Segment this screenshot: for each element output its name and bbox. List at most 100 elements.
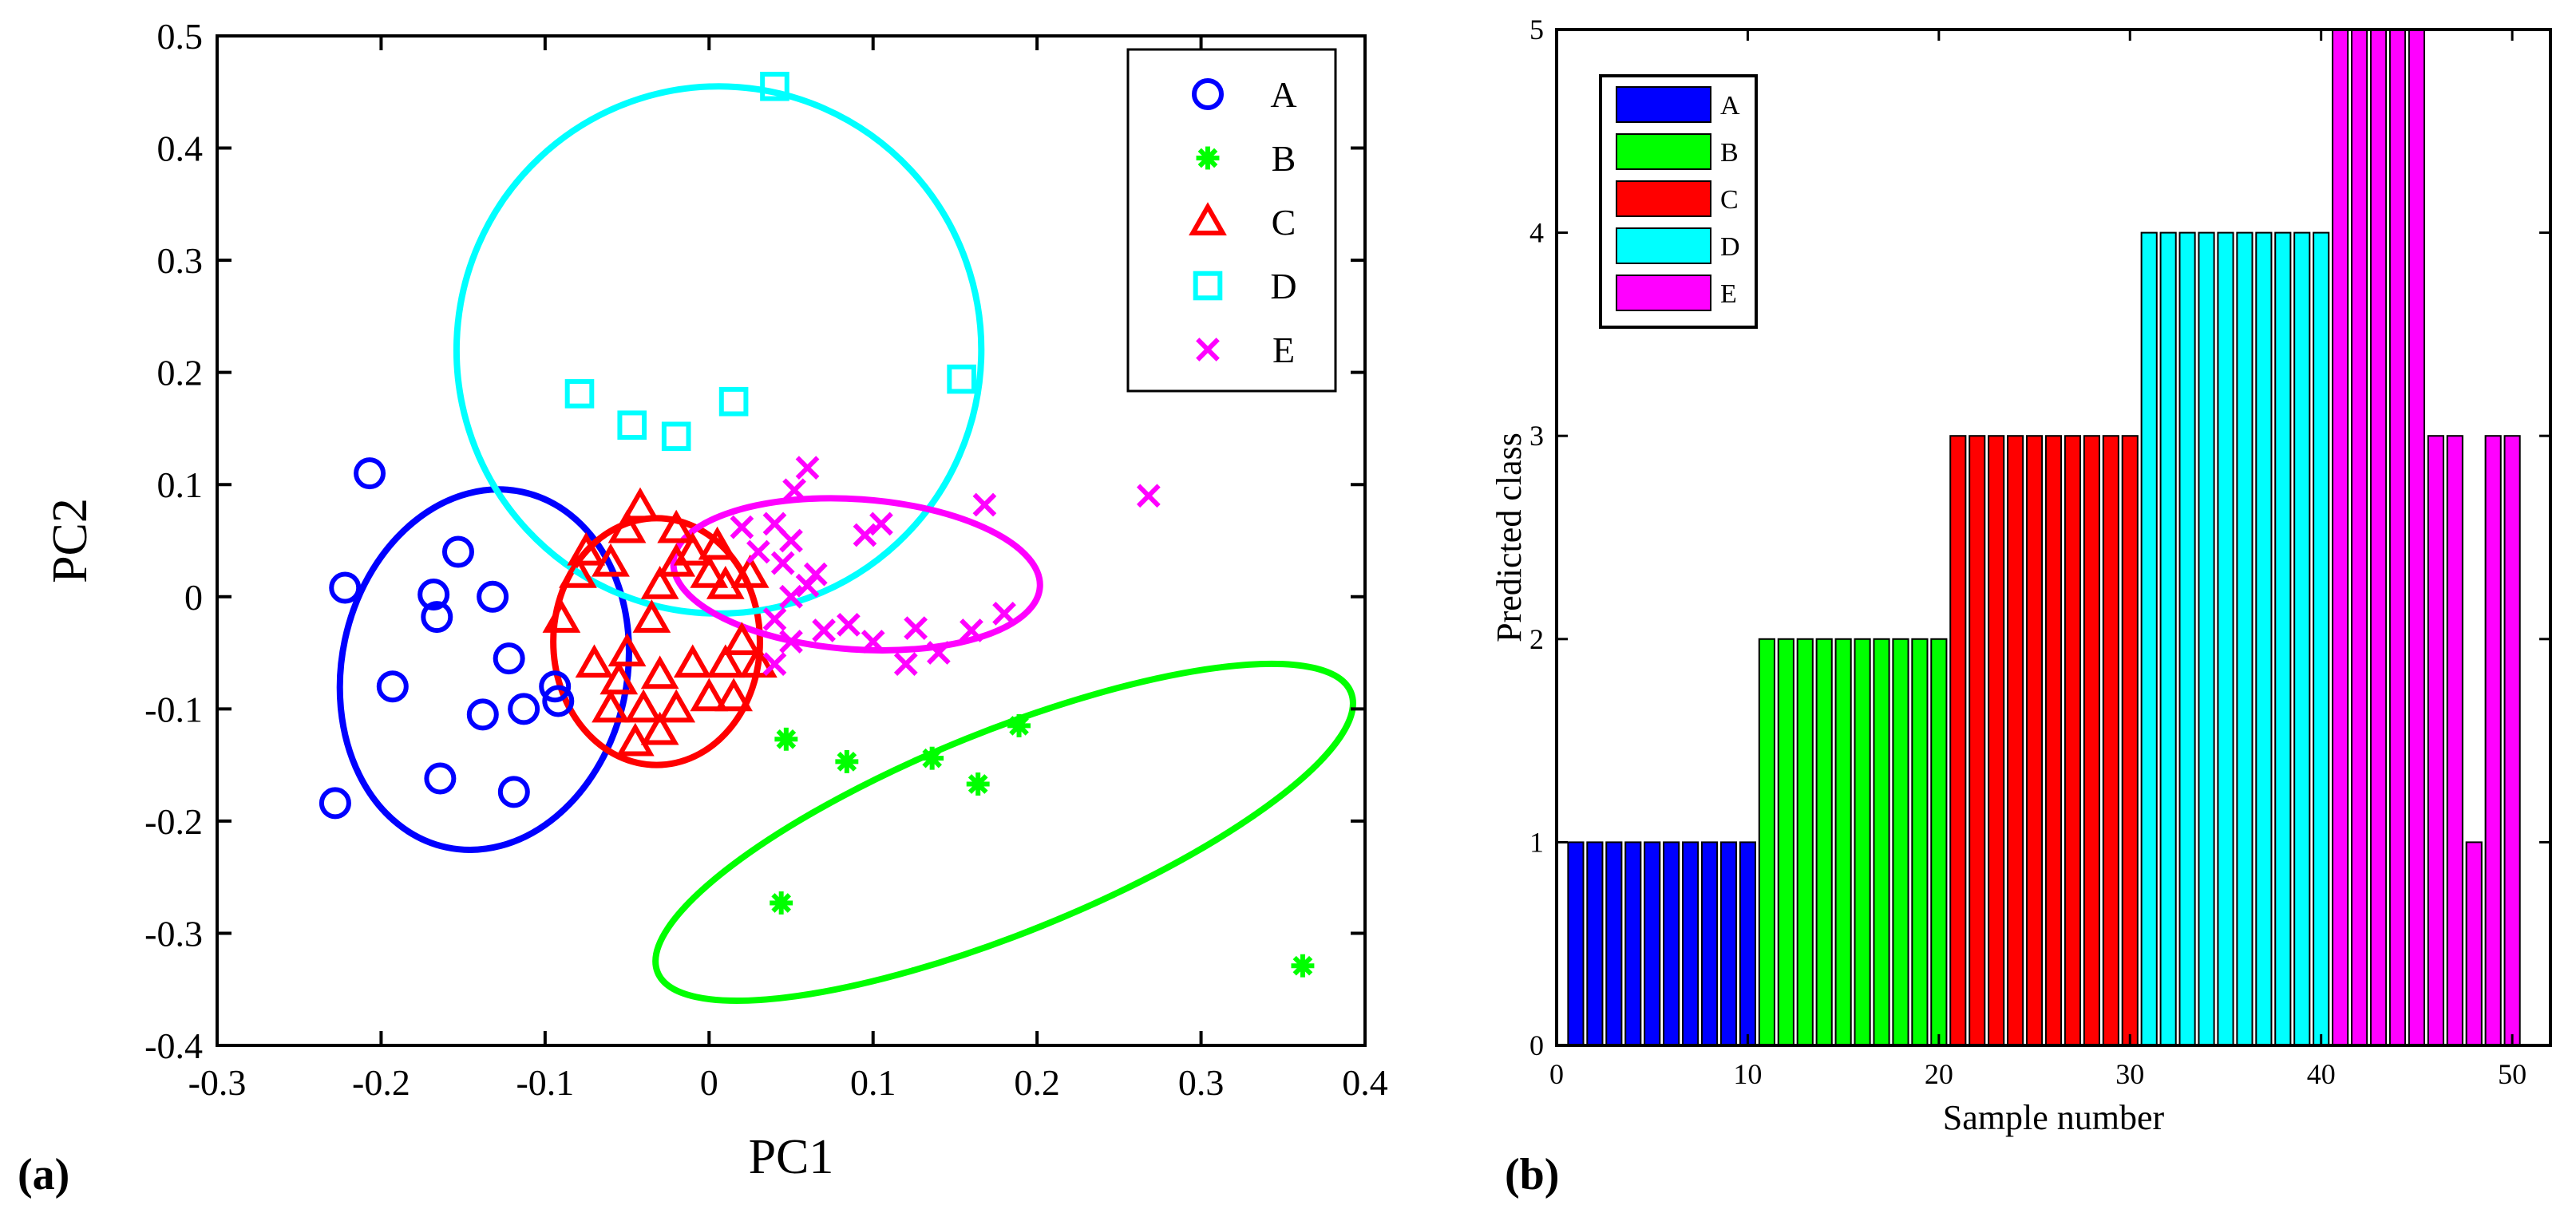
bar-sample-38 bbox=[2274, 231, 2292, 1047]
point-B-4 bbox=[966, 772, 990, 796]
y-tick-label: 4 bbox=[1529, 217, 1544, 249]
x-tick-label: 0.1 bbox=[850, 1062, 896, 1103]
legend-swatch-A bbox=[1616, 86, 1711, 123]
bar-sample-3 bbox=[1605, 841, 1623, 1047]
bar-sample-26 bbox=[2044, 435, 2063, 1046]
point-C-11 bbox=[575, 644, 614, 678]
point-E-4 bbox=[972, 492, 997, 517]
point-C-25 bbox=[657, 509, 696, 543]
legend-marker-B bbox=[1196, 146, 1220, 170]
bar-sample-48 bbox=[2465, 841, 2483, 1047]
point-C-27 bbox=[730, 554, 770, 588]
legend-label-E: E bbox=[1272, 330, 1295, 370]
x-tick-label: 20 bbox=[1925, 1058, 1953, 1090]
point-E-14 bbox=[762, 607, 787, 631]
point-C-13 bbox=[640, 655, 679, 689]
point-C-5 bbox=[690, 554, 729, 588]
point-A-4 bbox=[421, 601, 453, 634]
point-C-29 bbox=[599, 661, 639, 695]
point-A-6 bbox=[477, 580, 509, 613]
point-E-8 bbox=[853, 523, 877, 547]
bar-sample-41 bbox=[2332, 29, 2349, 1046]
bar-sample-12 bbox=[1777, 638, 1794, 1046]
ellipse-E bbox=[670, 495, 1043, 654]
point-A-12 bbox=[542, 685, 575, 717]
legend-box-a bbox=[1126, 48, 1337, 393]
bar-sample-21 bbox=[1949, 435, 1967, 1046]
point-D-3 bbox=[617, 410, 647, 441]
bar-sample-18 bbox=[1892, 638, 1909, 1046]
point-E-5 bbox=[730, 515, 754, 539]
y-tick-label: -0.1 bbox=[144, 689, 203, 729]
point-A-15 bbox=[319, 787, 351, 820]
bar-sample-11 bbox=[1758, 638, 1775, 1046]
point-C-8 bbox=[640, 565, 679, 599]
bar-sample-44 bbox=[2388, 29, 2407, 1046]
legend-label-E: E bbox=[1720, 279, 1737, 309]
point-A-11 bbox=[539, 670, 572, 703]
point-E-25 bbox=[779, 584, 803, 609]
plot-frame-a bbox=[216, 34, 1367, 1047]
bar-sample-45 bbox=[2408, 29, 2425, 1046]
bar-sample-29 bbox=[2102, 435, 2119, 1046]
bar-sample-32 bbox=[2159, 231, 2177, 1047]
legend-label-B: B bbox=[1272, 138, 1296, 179]
x-tick-label: 50 bbox=[2498, 1058, 2527, 1090]
point-A-2 bbox=[329, 571, 362, 604]
y-tick-label: -0.3 bbox=[144, 913, 203, 954]
y-axis-label-b: Predicted class bbox=[1490, 433, 1529, 642]
point-E-3 bbox=[1136, 484, 1161, 508]
bar-sample-24 bbox=[2007, 435, 2024, 1046]
point-E-1 bbox=[795, 456, 820, 480]
point-C-2 bbox=[621, 487, 659, 521]
plot-frame-b bbox=[1555, 28, 2552, 1047]
point-D-2 bbox=[564, 379, 595, 409]
point-C-28 bbox=[567, 531, 606, 566]
point-B-2 bbox=[835, 749, 859, 773]
bar-sample-27 bbox=[2064, 435, 2082, 1046]
bar-sample-9 bbox=[1719, 841, 1738, 1047]
bar-sample-20 bbox=[1930, 638, 1948, 1046]
point-E-22 bbox=[904, 616, 928, 641]
bar-sample-47 bbox=[2446, 435, 2463, 1046]
point-E-15 bbox=[779, 630, 803, 654]
x-tick-label: -0.1 bbox=[516, 1062, 574, 1103]
bar-sample-40 bbox=[2313, 231, 2330, 1047]
y-tick-label: 0.4 bbox=[157, 128, 204, 169]
bar-sample-8 bbox=[1700, 841, 1719, 1047]
legend-label-D: D bbox=[1270, 266, 1296, 306]
y-tick-label: 0.3 bbox=[157, 240, 204, 281]
bar-sample-6 bbox=[1663, 841, 1680, 1047]
class-ellipses bbox=[336, 83, 1356, 1004]
legend-marker-C bbox=[1189, 202, 1227, 236]
point-B-5 bbox=[1007, 713, 1031, 737]
x-tick-label: -0.3 bbox=[188, 1062, 247, 1103]
legend-swatch-B bbox=[1616, 133, 1711, 170]
point-E-10 bbox=[746, 539, 770, 564]
point-C-14 bbox=[673, 644, 712, 678]
point-C-26 bbox=[698, 526, 737, 560]
point-E-2 bbox=[782, 478, 806, 503]
x-tick-label: 0 bbox=[700, 1062, 718, 1103]
bar-sample-7 bbox=[1682, 841, 1700, 1047]
legend-label-C: C bbox=[1272, 202, 1296, 243]
bar-sample-10 bbox=[1739, 841, 1757, 1047]
point-C-24 bbox=[615, 722, 655, 757]
x-tick-label: 0 bbox=[1549, 1058, 1564, 1090]
point-C-30 bbox=[632, 599, 671, 633]
ellipse-A bbox=[336, 486, 632, 853]
point-C-19 bbox=[640, 711, 679, 745]
point-A-5 bbox=[441, 535, 474, 568]
point-C-10 bbox=[542, 599, 581, 633]
y-tick-label: -0.2 bbox=[144, 801, 203, 842]
legend-label-A: A bbox=[1270, 74, 1296, 115]
bar-sample-30 bbox=[2121, 435, 2139, 1046]
point-A-7 bbox=[376, 670, 409, 703]
point-E-18 bbox=[893, 652, 918, 676]
point-A-13 bbox=[424, 762, 457, 795]
point-E-17 bbox=[861, 630, 885, 654]
point-E-21 bbox=[992, 601, 1016, 626]
